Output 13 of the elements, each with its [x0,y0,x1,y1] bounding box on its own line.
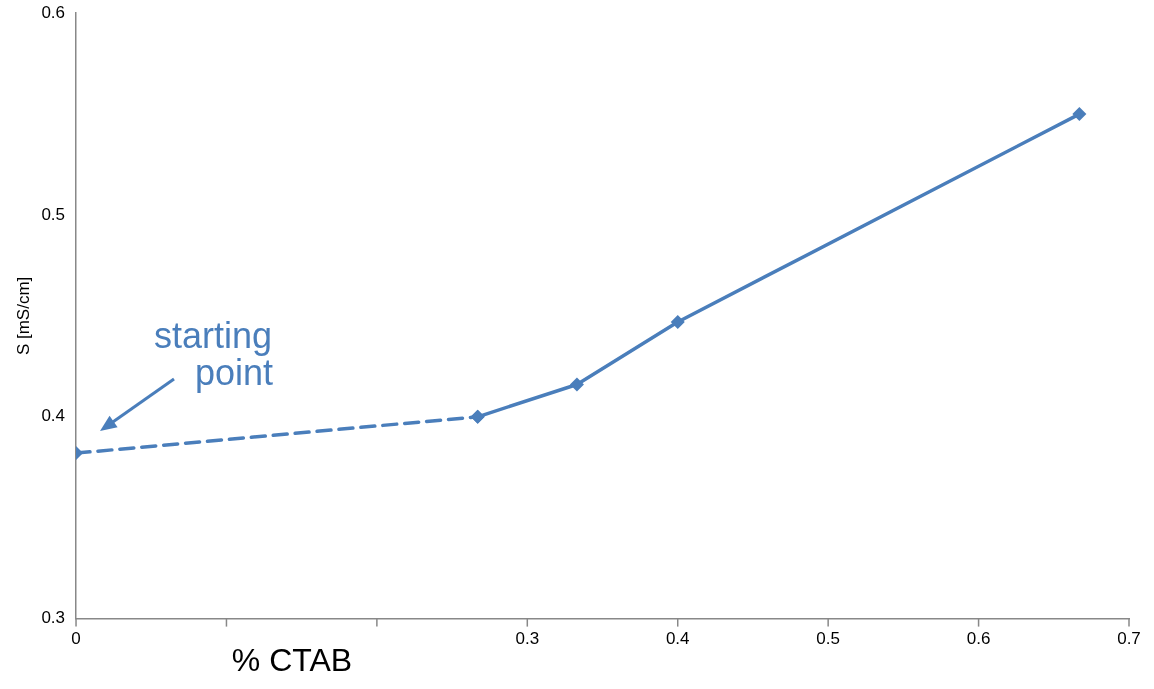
x-tick-label: 0.4 [665,629,690,649]
x-tick-label: 0.3 [515,629,540,649]
x-tick-label: 0.6 [966,629,991,649]
x-tick-label: 0 [71,629,81,649]
x-tick-label: 0.7 [1117,629,1141,649]
y-tick-label: 0.3 [41,608,66,628]
y-tick-label: 0.5 [41,204,66,224]
y-axis-title: S [mS/cm] [13,276,33,356]
x-tick-label: 0.5 [816,629,840,649]
x-axis-title: % CTAB [231,641,353,678]
y-tick-label: 0.4 [41,406,66,426]
y-tick-label: 0.6 [41,2,66,22]
annotation: starting point [154,315,274,394]
